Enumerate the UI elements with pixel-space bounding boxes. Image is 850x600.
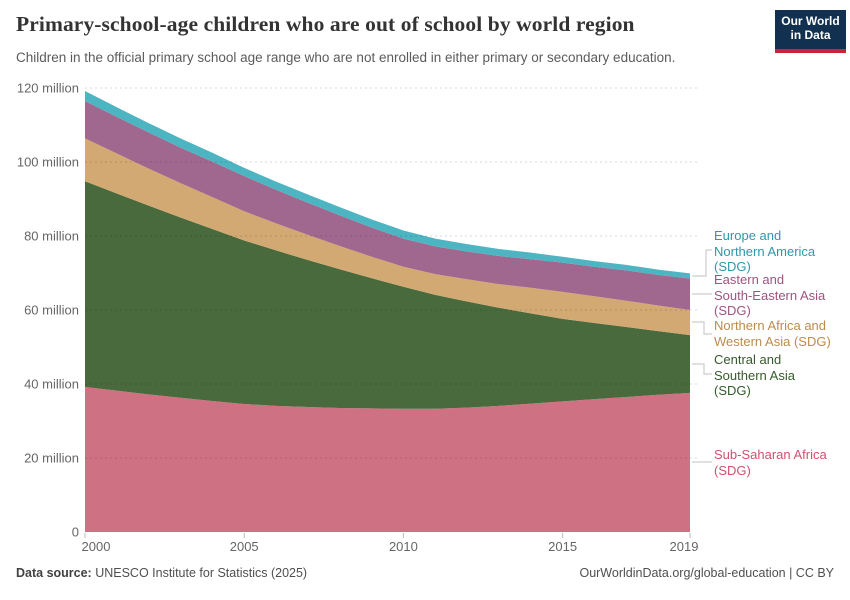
x-axis-label: 2010 (389, 539, 418, 554)
y-axis-label: 20 million (24, 451, 79, 466)
x-axis-label: 2019 (670, 539, 699, 554)
owid-logo[interactable]: Our World in Data (775, 10, 846, 53)
legend-label-line: Southern Asia (714, 367, 795, 383)
owid-logo-line2: in Data (790, 28, 831, 42)
legend-item-eastern-south-eastern-asia[interactable]: Eastern and South-Eastern Asia (SDG) (714, 272, 848, 319)
legend-item-europe-northern-america[interactable]: Europe and Northern America (SDG) (714, 228, 848, 275)
data-source-value: UNESCO Institute for Statistics (2025) (91, 566, 308, 580)
data-source-label: Data source: (16, 566, 92, 580)
y-axis-label: 40 million (24, 377, 79, 392)
x-axis-label: 2000 (82, 539, 111, 554)
owid-link[interactable]: OurWorldinData.org/global-education | CC… (579, 566, 834, 580)
area-central-and-southern-asia-sdg[interactable] (85, 181, 690, 409)
x-axis-label: 2015 (548, 539, 577, 554)
legend-connectors-group (692, 249, 712, 463)
legend-label-line: Sub-Saharan Africa (714, 447, 827, 462)
y-axis-label: 100 million (17, 155, 79, 170)
legend-label-line: Northern Africa and (714, 318, 827, 333)
legend-label-line: (SDG) (714, 303, 751, 318)
legend-item-northern-africa-western-asia[interactable]: Northern Africa and Western Asia (SDG) (714, 318, 848, 349)
legend-connector (692, 321, 712, 335)
area-northern-africa-and-western-asia-sdg[interactable] (85, 138, 690, 336)
legend-item-sub-saharan-africa[interactable]: Sub-Saharan Africa (SDG) (714, 447, 848, 478)
y-axis-label: 0 (72, 525, 79, 540)
legend-label-line: Europe and (714, 228, 782, 243)
legend-label-line: (SDG) (714, 383, 751, 398)
legend-label-line: South-Eastern Asia (714, 287, 826, 303)
area-series-group (85, 90, 690, 532)
y-axis-label: 60 million (24, 303, 79, 318)
legend-item-central-southern-asia[interactable]: Central and Southern Asia (SDG) (714, 352, 848, 399)
legend-label-line: (SDG) (714, 259, 751, 274)
legend-connector (692, 363, 712, 375)
x-axis-label: 2005 (230, 539, 259, 554)
owid-logo-line1: Our World (781, 14, 840, 28)
legend-label-line: Central and (714, 352, 782, 367)
page-subtitle: Children in the official primary school … (16, 50, 676, 65)
legend-label-line: Eastern and (714, 272, 785, 287)
axes-group: 0 20 million 40 million 60 million 80 millio… (17, 81, 699, 555)
legend-label-line: (SDG) (714, 462, 751, 478)
y-axis-label: 120 million (17, 81, 79, 96)
page-title: Primary-school-age children who are out … (16, 12, 635, 36)
legend-label-line: Northern America (714, 243, 816, 259)
data-source-text: Data source: UNESCO Institute for Statis… (16, 566, 307, 580)
y-axis-label: 80 million (24, 229, 79, 244)
area-sub-saharan-africa-sdg[interactable] (85, 386, 690, 532)
area-eastern-and-south-eastern-asia-sdg[interactable] (85, 100, 690, 310)
legend-label-line: Western Asia (SDG) (714, 333, 831, 349)
chart-footer: Data source: UNESCO Institute for Statis… (16, 566, 834, 580)
legend-connector (692, 249, 712, 277)
